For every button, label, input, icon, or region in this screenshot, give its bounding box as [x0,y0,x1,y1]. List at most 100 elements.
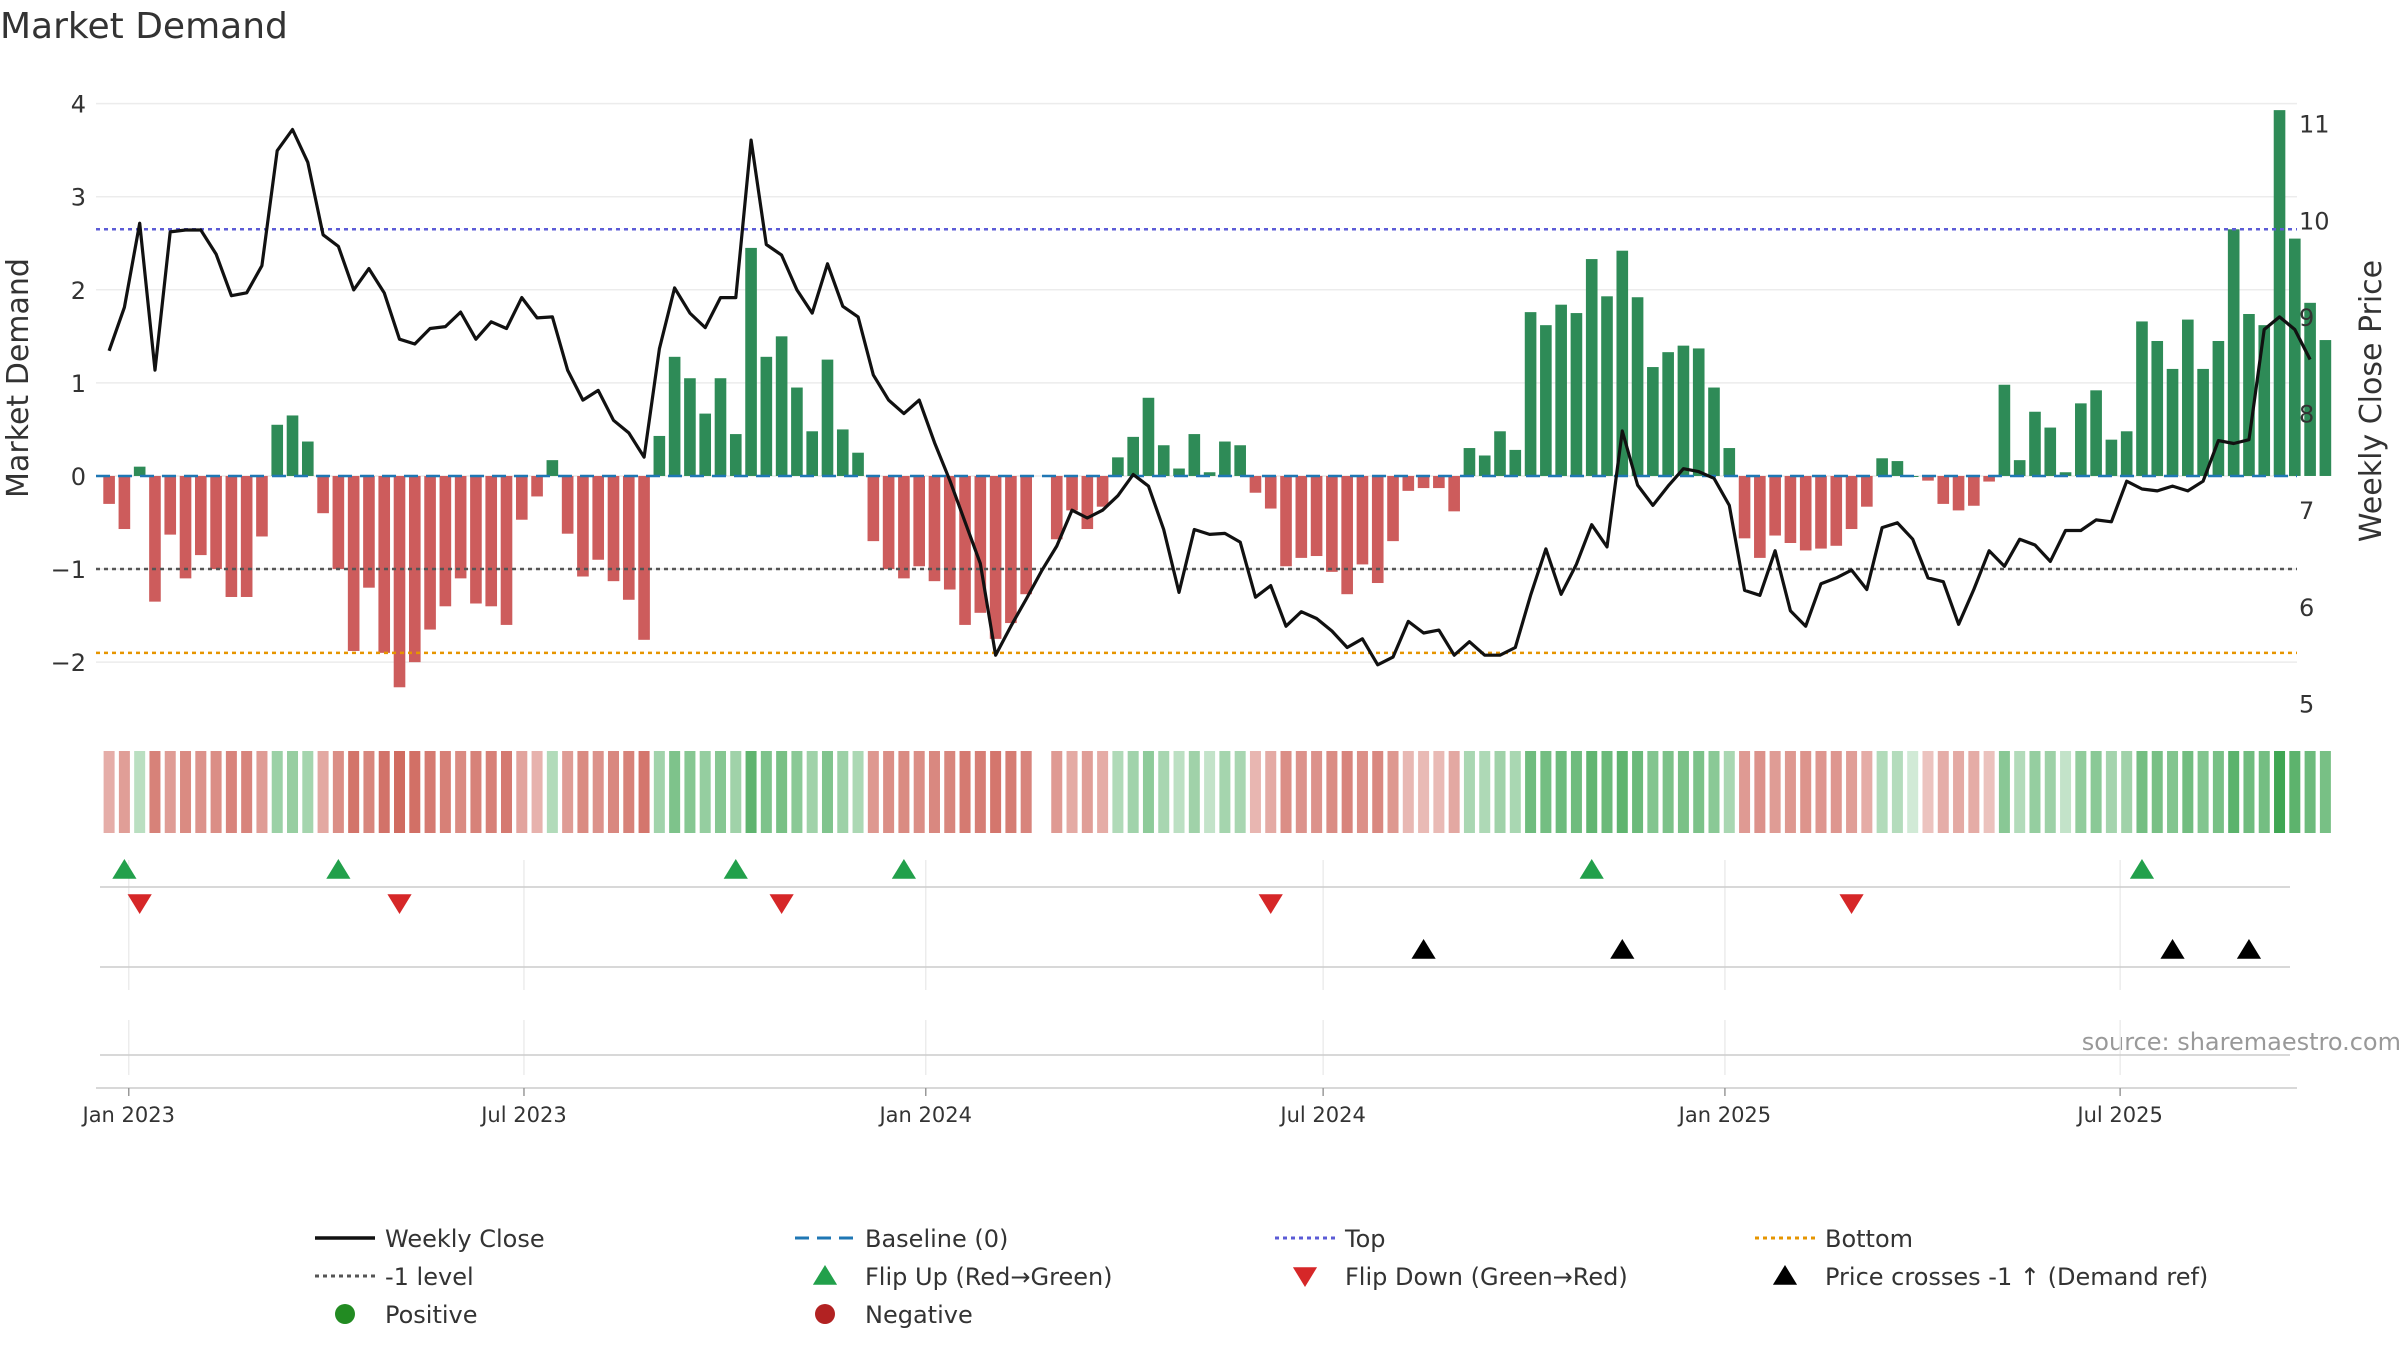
heat-cell [669,751,681,833]
demand-bar [2013,460,2026,476]
demand-bar [118,475,131,530]
demand-bar [2059,472,2072,476]
heat-cell [149,751,161,833]
demand-bar [577,475,589,577]
legend-label: Baseline (0) [865,1225,1008,1253]
demand-bar [791,387,803,476]
heat-cell [1739,751,1751,833]
demand-bar [531,475,543,497]
demand-bar [1371,475,1384,584]
demand-bar [363,475,375,588]
heat-cell [2274,751,2286,833]
heat-cell [103,751,115,833]
y-tick-label: −1 [51,556,86,584]
demand-bar [546,460,559,476]
heat-cell [2136,751,2148,833]
demand-bar [974,475,987,613]
demand-bar [1234,445,1246,476]
demand-bar [2197,368,2209,476]
heat-cell [1234,751,1246,833]
x-tick-label: Jan 2024 [877,1103,972,1127]
heat-cell [959,751,971,833]
heat-cell [1754,751,1766,833]
demand-bar [240,475,253,597]
demand-bar [699,413,712,476]
legend: Weekly Close Baseline (0) Top Bottom -1 leve… [315,1225,2208,1329]
y-ticks: 4 3 2 1 0 −1 −2 [51,91,86,678]
demand-bar [424,475,436,630]
heat-cell [1326,751,1338,833]
demand-bar [2258,325,2271,476]
demand-bar [1478,455,1491,476]
heat-cell [256,751,268,833]
demand-bar [806,431,819,476]
heat-cell [1540,751,1552,833]
heat-cell [1830,751,1842,833]
demand-bar [1402,475,1415,491]
demand-bar [760,356,773,476]
demand-bar [928,475,941,582]
x-tick-label: Jul 2023 [479,1103,566,1127]
heat-cell [485,751,497,833]
heat-cell [302,751,314,833]
heat-cell [180,751,192,833]
demand-bar [943,475,956,590]
heat-cell [1081,751,1093,833]
heat-cell [1769,751,1781,833]
y2-tick-label: 6 [2299,594,2314,622]
heat-cell [1020,751,1032,833]
heat-cell [1555,751,1567,833]
demand-bar [1799,475,1812,551]
legend-label: Flip Down (Green→Red) [1345,1263,1628,1291]
heat-cell [1005,751,1017,833]
flip-down-marker [769,894,794,914]
demand-bar [271,424,284,476]
heat-cell [378,751,390,833]
heat-cell [1647,751,1659,833]
demand-bar [1509,449,1522,476]
heat-cell [516,751,528,833]
heat-cell [1494,751,1506,833]
heat-cell [974,751,986,833]
demand-bar [1173,468,1185,476]
demand-bar [2289,238,2301,476]
reference-lines [96,228,2297,655]
demand-bar [2273,110,2286,476]
legend-label: Flip Up (Red→Green) [865,1263,1113,1291]
heat-cell [1219,751,1231,833]
demand-bar [2120,431,2133,476]
x-tick-label: Jan 2025 [1677,1103,1772,1127]
demand-bar [1662,352,1674,476]
heat-cell [2090,751,2102,833]
heat-cell [577,751,589,833]
heat-cell [760,751,772,833]
weekly-close-line [107,127,2312,667]
demand-bar [1203,472,1216,476]
y2-tick-label: 11 [2299,111,2330,139]
demand-bar [898,475,910,579]
demand-bar [2090,390,2102,476]
heat-cell [2243,751,2255,833]
demand-bar [684,378,696,476]
demand-bar [2227,229,2240,476]
heat-cell [791,751,803,833]
heat-cell [638,751,650,833]
y-tick-label: 4 [71,91,86,119]
heat-cell [2029,751,2041,833]
heat-cell [1784,751,1796,833]
heat-cell [1968,751,1980,833]
demand-bar [1937,475,1950,504]
demand-bar [867,475,880,542]
demand-bar [408,475,421,663]
heat-cell [1998,751,2010,833]
demand-bar [179,475,192,579]
heat-cell [501,751,513,833]
heat-cell [210,751,222,833]
demand-bar [1815,475,1827,549]
heat-cell [837,751,849,833]
heat-cell [2289,751,2301,833]
demand-bar [1876,458,1888,476]
source-label: source: sharemaestro.com [2082,1028,2400,1056]
heat-cell [592,751,604,833]
demand-bar [2044,427,2057,476]
